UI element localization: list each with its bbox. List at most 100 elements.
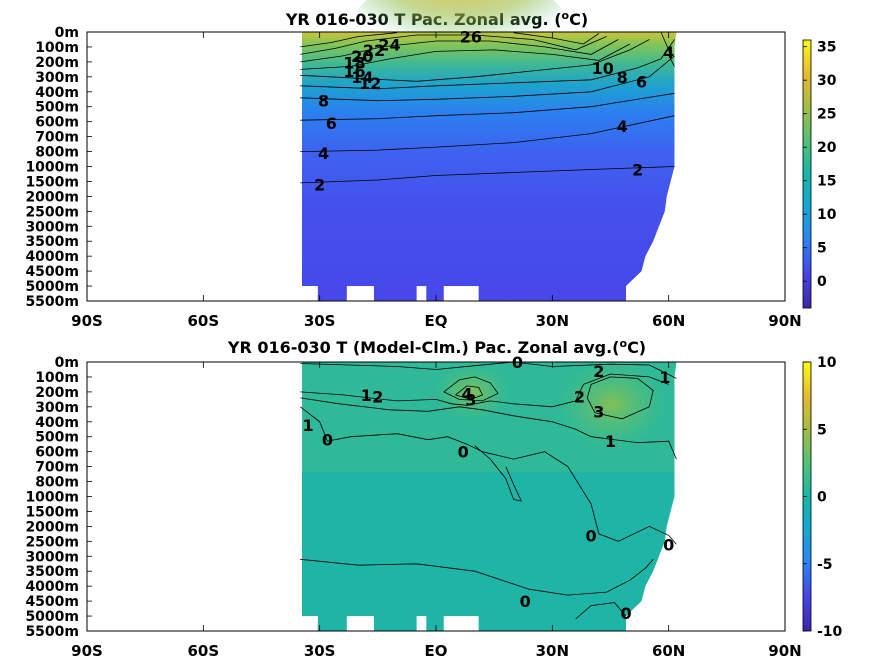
- contour-line: [300, 115, 675, 152]
- y-tick-label: 600m: [35, 445, 79, 461]
- y-axis-bottom: 0m100m200m300m400m500m600m700m800m1000m1…: [25, 355, 92, 640]
- x-tick-label: 90S: [71, 312, 103, 330]
- colorbar-tick-label: 0: [817, 490, 827, 506]
- contour-lines-top: [300, 31, 675, 184]
- warm-pool-top: [350, 0, 570, 92]
- y-tick-label: 1000m: [25, 160, 79, 176]
- contour-label: 1: [302, 416, 313, 435]
- y-tick-label: 5000m: [25, 609, 79, 625]
- seafloor-mask: [416, 286, 427, 301]
- y-tick-label: 1500m: [25, 174, 79, 190]
- seafloor-mask: [416, 616, 427, 631]
- contour-line: [300, 32, 398, 48]
- contour-line: [443, 376, 499, 402]
- y-tick-label: 400m: [35, 85, 79, 101]
- y-tick-label: 4000m: [25, 249, 79, 265]
- contour-label: 22: [363, 41, 385, 60]
- y-tick-label: 200m: [35, 385, 79, 401]
- colorbar-bottom: 10 5 0 -5 -10: [802, 355, 843, 640]
- contour-label: 16: [343, 62, 365, 81]
- x-tick-label: 30S: [304, 312, 336, 330]
- contour-label: 24: [378, 36, 400, 55]
- x-tick-label: 60N: [652, 312, 685, 330]
- contour-line: [300, 39, 619, 63]
- y-tick-label: 300m: [35, 70, 79, 86]
- x-tick-label: 90N: [768, 312, 801, 330]
- eastern-boundary-mask: [626, 362, 785, 631]
- y-tick-label: 5000m: [25, 279, 79, 295]
- seafloor-mask: [300, 616, 318, 626]
- y-tick-label: 700m: [35, 130, 79, 146]
- colorbar-tick-label: 15: [817, 174, 836, 190]
- contour-line: [300, 92, 675, 121]
- colorbar-tick-label: 20: [817, 140, 837, 156]
- x-tick-label: 90S: [71, 642, 103, 656]
- contour-label: 1: [361, 386, 372, 405]
- contour-label: 2: [593, 362, 604, 381]
- y-tick-label: 800m: [35, 145, 79, 161]
- y-tick-label: 3000m: [25, 219, 79, 235]
- y-tick-label: 700m: [35, 460, 79, 476]
- contour-label: 4: [318, 144, 329, 163]
- x-axis-bottom: 90S 60S 30S EQ 30N 60N 90N: [71, 362, 802, 656]
- contour-line: [300, 39, 650, 82]
- panel-bottom: YR 016-030 T (Model-Clm.) Pac. Zonal avg…: [25, 337, 842, 656]
- title-bottom: YR 016-030 T (Model-Clm.) Pac. Zonal avg…: [227, 337, 646, 357]
- y-tick-label: 200m: [35, 55, 79, 71]
- x-tick-label: 90N: [768, 642, 801, 656]
- y-tick-label: 500m: [35, 430, 79, 446]
- x-tick-label: 30S: [304, 642, 336, 656]
- contour-lines-bottom: [300, 361, 677, 620]
- land-mask-bottom: [300, 362, 785, 631]
- colorbar-bar-top: [802, 39, 812, 309]
- contour-label: 2: [314, 175, 325, 194]
- contour-label: 18: [343, 54, 365, 73]
- contour-line: [474, 445, 522, 502]
- contour-label: 2: [574, 387, 585, 406]
- y-tick-label: 4500m: [25, 594, 79, 610]
- contour-label: 0: [322, 431, 333, 450]
- x-tick-label: EQ: [425, 312, 448, 330]
- y-tick-label: 5500m: [25, 624, 79, 640]
- land-mask-top: [300, 32, 785, 301]
- x-tick-label: EQ: [425, 642, 448, 656]
- contour-label: 0: [586, 526, 597, 545]
- y-tick-label: 4000m: [25, 579, 79, 595]
- y-tick-label: 400m: [35, 415, 79, 431]
- y-tick-label: 3500m: [25, 234, 79, 250]
- y-tick-label: 0m: [55, 355, 79, 371]
- contour-line: [513, 32, 600, 45]
- contour-line: [586, 376, 654, 420]
- contour-label: 4: [461, 384, 472, 403]
- colorbar-tick-label: 10: [817, 355, 837, 371]
- contour-label: 3: [593, 402, 604, 421]
- y-tick-label: 3500m: [25, 564, 79, 580]
- contour-line: [575, 602, 627, 620]
- x-tick-label: 30N: [536, 642, 569, 656]
- seafloor-mask: [346, 616, 374, 631]
- y-tick-label: 2500m: [25, 534, 79, 550]
- y-tick-label: 600m: [35, 115, 79, 131]
- y-tick-label: 100m: [35, 40, 79, 56]
- contour-line: [300, 55, 675, 102]
- panel-top: YR 016-030 T Pac. Zonal avg. (oC) 262422…: [25, 0, 837, 330]
- contour-line: [300, 43, 631, 70]
- x-tick-label: 30N: [536, 312, 569, 330]
- contour-line: [300, 34, 607, 55]
- colorbar-ticks-top: 35 30 25 20 15 10 5 0: [803, 40, 837, 290]
- contour-label: 2: [632, 160, 643, 179]
- contour-line: [300, 397, 677, 460]
- contour-line: [455, 385, 484, 400]
- contour-label: 4: [663, 43, 674, 62]
- colorbar-tick-label: 0: [817, 274, 827, 290]
- contour-label: 26: [460, 27, 482, 46]
- y-tick-label: 0m: [55, 25, 79, 41]
- y-tick-label: 300m: [35, 400, 79, 416]
- contour-line: [300, 406, 677, 545]
- x-tick-label: 60N: [652, 642, 685, 656]
- contour-line: [300, 166, 675, 184]
